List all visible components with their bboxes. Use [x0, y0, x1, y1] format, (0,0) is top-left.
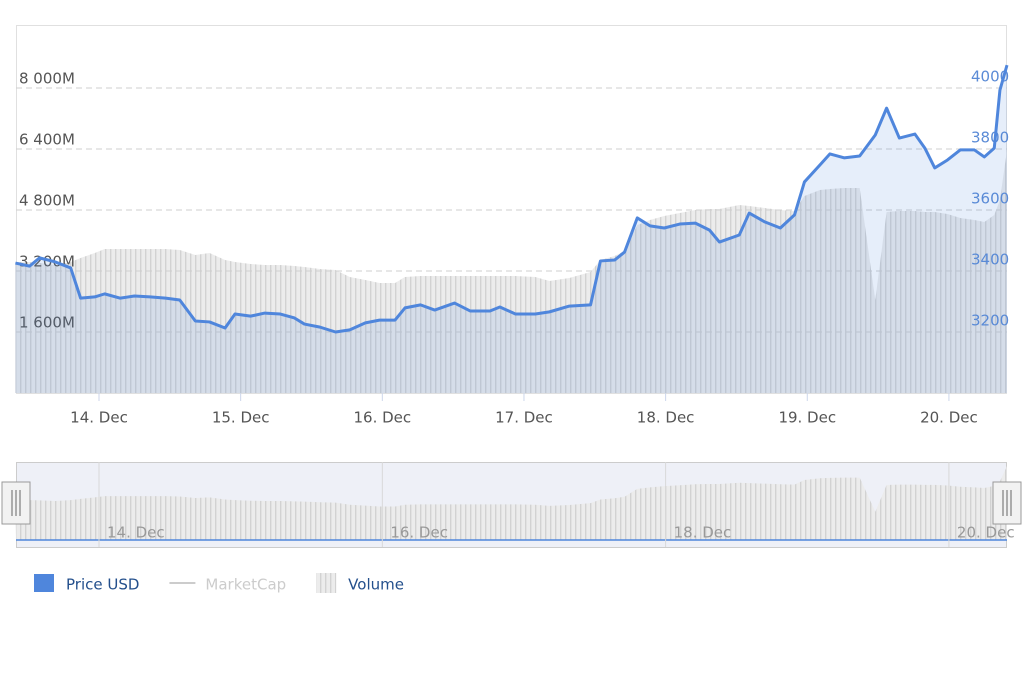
x-tick-label: 14. Dec	[70, 409, 128, 427]
x-tick-label: 18. Dec	[637, 409, 695, 427]
x-tick-label: 15. Dec	[212, 409, 270, 427]
x-tick-label: 19. Dec	[778, 409, 836, 427]
legend-symbol	[316, 573, 337, 593]
price-line	[15, 64, 1009, 334]
navigator-tick-label: 16. Dec	[390, 524, 448, 542]
navigator-tick-label: 20. Dec	[957, 524, 1015, 542]
y2-tick-label: 3800	[971, 129, 1009, 147]
legend-label: Price USD	[66, 576, 139, 594]
y-tick-label: 1 600M	[19, 313, 75, 331]
legend-item[interactable]: Price USD	[34, 574, 139, 594]
legend-item[interactable]: MarketCap	[169, 576, 286, 594]
y-tick-label: 6 400M	[19, 130, 75, 148]
legend-symbol	[34, 574, 54, 592]
legend-label: Volume	[348, 576, 404, 594]
y-tick-label: 8 000M	[19, 69, 75, 87]
x-tick-label: 17. Dec	[495, 409, 553, 427]
y2-tick-label: 3400	[971, 251, 1009, 269]
y-tick-label: 3 200M	[19, 252, 75, 270]
legend-item[interactable]: Volume	[316, 573, 404, 594]
navigator-tick-label: 14. Dec	[107, 524, 165, 542]
y2-tick-label: 3200	[971, 312, 1009, 330]
y2-tick-label: 4000	[971, 68, 1009, 86]
navigator-area	[15, 466, 1007, 540]
navigator-tick-label: 18. Dec	[674, 524, 732, 542]
x-tick-label: 16. Dec	[353, 409, 411, 427]
legend-label: MarketCap	[205, 576, 286, 594]
y-tick-label: 4 800M	[19, 191, 75, 209]
x-tick-label: 20. Dec	[920, 409, 978, 427]
price-area	[15, 65, 1007, 393]
y2-tick-label: 3600	[971, 190, 1009, 208]
